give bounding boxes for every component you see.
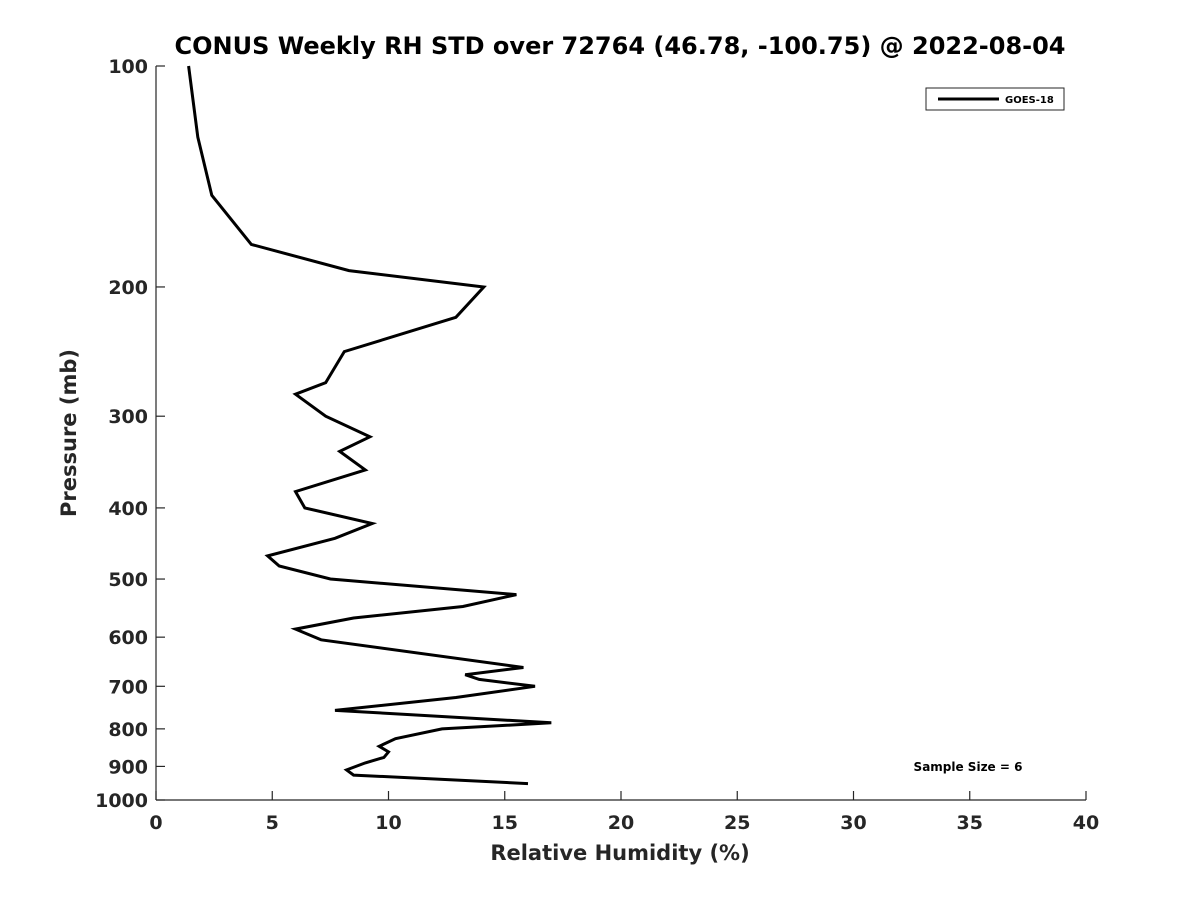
x-tick-label: 0: [149, 812, 162, 834]
y-tick-label: 500: [108, 569, 148, 591]
y-tick-label: 100: [108, 56, 148, 78]
y-axis-ticks: 100 200 300 400 500 600 700 800 900 1000: [95, 56, 165, 812]
y-tick-label: 200: [108, 277, 148, 299]
legend: GOES-18: [925, 87, 1065, 111]
x-axis-label: Relative Humidity (%): [490, 841, 749, 865]
y-tick-label: 400: [108, 498, 148, 520]
plot-area: [156, 66, 1086, 800]
y-tick-label: 900: [108, 756, 148, 778]
x-tick-label: 40: [1073, 812, 1099, 834]
y-tick-label: 800: [108, 719, 148, 741]
sample-size-annotation: Sample Size = 6: [914, 760, 1023, 774]
y-tick-label: 300: [108, 406, 148, 428]
x-tick-label: 25: [724, 812, 750, 834]
legend-label-goes-18: GOES-18: [1005, 95, 1054, 106]
x-tick-label: 20: [608, 812, 634, 834]
x-tick-label: 30: [840, 812, 866, 834]
x-tick-label: 5: [266, 812, 279, 834]
y-axis-label: Pressure (mb): [57, 349, 81, 517]
x-tick-label: 15: [492, 812, 518, 834]
x-tick-label: 10: [375, 812, 401, 834]
chart-title: CONUS Weekly RH STD over 72764 (46.78, -…: [174, 32, 1065, 60]
y-tick-label: 700: [108, 676, 148, 698]
y-tick-label: 1000: [95, 790, 148, 812]
series-line-goes-18: [187, 65, 552, 786]
x-tick-label: 35: [957, 812, 983, 834]
x-axis-ticks: 0 5 10 15 20 25 30 35 40: [149, 791, 1099, 834]
y-tick-label: 600: [108, 627, 148, 649]
